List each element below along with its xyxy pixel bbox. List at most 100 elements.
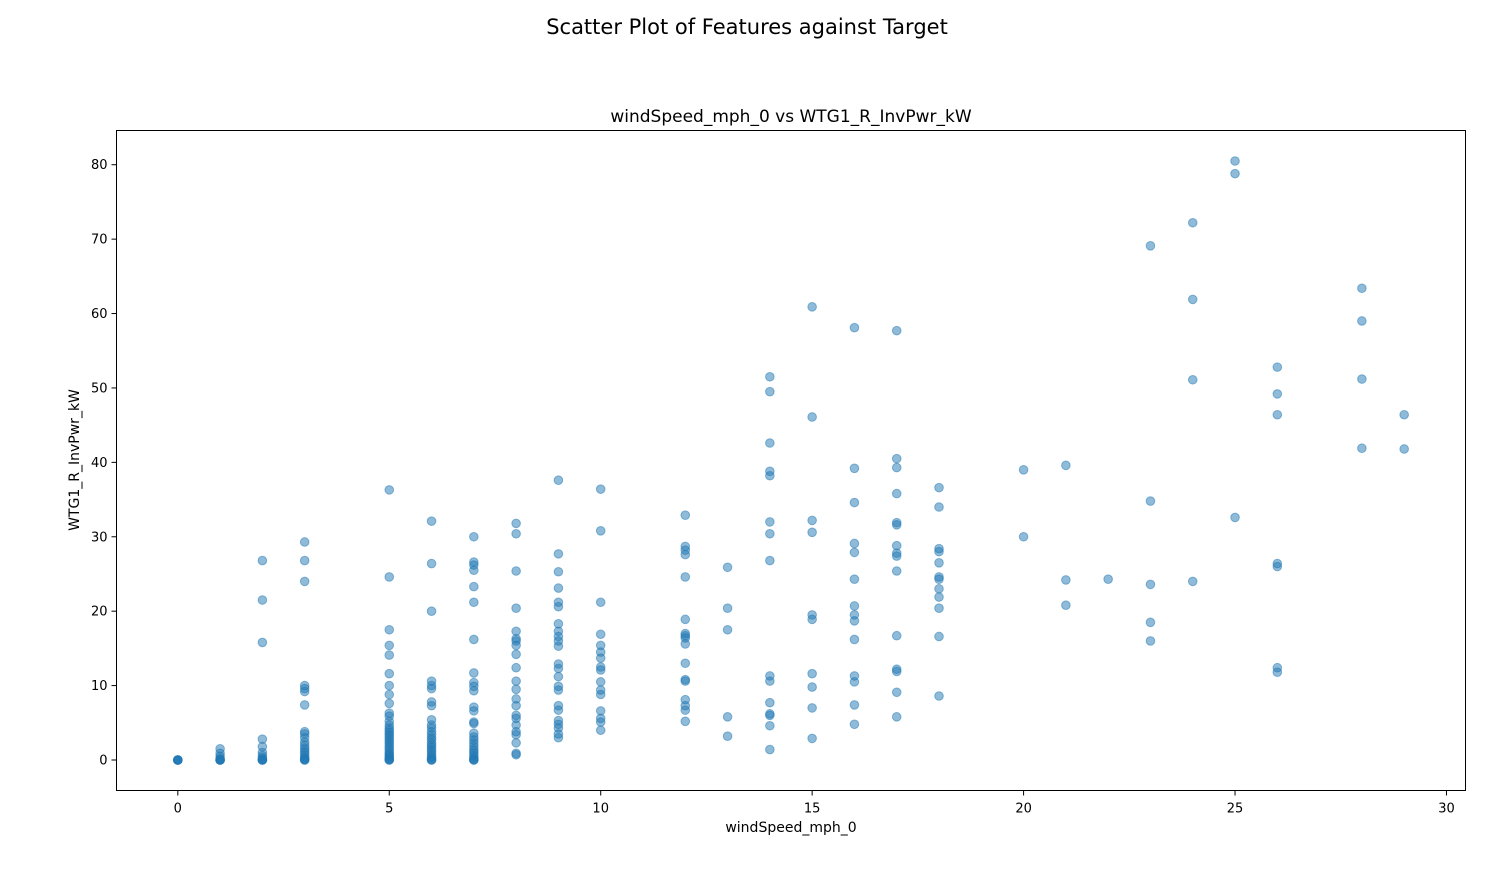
y-axis: 0 10 20 30 40 50 60 70 80 (91, 158, 117, 768)
scatter-point (511, 694, 521, 704)
scatter-point (299, 726, 310, 737)
scatter-point (299, 555, 310, 566)
scatter-point (384, 624, 395, 635)
scatter-point (384, 650, 395, 660)
y-tick-label: 80 (91, 158, 108, 173)
scatter-point (1018, 465, 1029, 475)
scatter-point (934, 603, 944, 614)
scatter-point (1272, 362, 1283, 372)
scatter-point (469, 634, 479, 645)
scatter-point (511, 662, 521, 673)
y-tick-label: 60 (91, 307, 108, 322)
scatter-point (722, 624, 733, 635)
scatter-point (384, 572, 395, 582)
scatter-point (680, 694, 691, 705)
scatter-point (553, 659, 564, 669)
scatter-point (384, 680, 395, 691)
scatter-point (765, 671, 775, 681)
scatter-point (1272, 558, 1283, 569)
scatter-point (849, 497, 860, 508)
scatter-point (891, 462, 902, 473)
scatter-point (765, 517, 775, 527)
scatter-point (595, 484, 606, 494)
scatter-point (680, 716, 691, 727)
scatter-point (807, 610, 817, 620)
scatter-point (595, 640, 606, 651)
scatter-point (1061, 575, 1071, 585)
scatter-point (807, 668, 817, 679)
scatter-point (680, 658, 691, 669)
scatter-point (511, 710, 521, 721)
scatter-point (553, 700, 564, 711)
y-tick-label: 50 (91, 381, 108, 396)
scatter-point (849, 719, 860, 730)
scatter-point (553, 475, 564, 486)
scatter-point (849, 610, 860, 620)
x-tick-label: 10 (592, 802, 609, 817)
scatter-point (765, 371, 775, 382)
scatter-point (595, 662, 606, 672)
scatter-point (891, 664, 902, 675)
scatter-point (511, 748, 521, 759)
scatter-point (299, 576, 310, 587)
scatter-point (215, 744, 225, 754)
scatter-point (934, 543, 944, 554)
scatter-point (849, 322, 860, 333)
scatter-point (680, 541, 691, 552)
scatter-point (765, 528, 775, 539)
scatter-point (469, 717, 479, 727)
scatter-point (849, 574, 860, 584)
scatter-point (1145, 636, 1156, 646)
x-axis: 0 5 10 15 20 25 30 (174, 790, 1455, 817)
scatter-point (469, 668, 479, 678)
scatter-point (257, 734, 268, 744)
points-layer (173, 156, 1409, 765)
scatter-point (722, 712, 733, 722)
scatter-point (934, 558, 944, 568)
scatter-point (257, 637, 268, 648)
scatter-point (765, 744, 775, 755)
scatter-point (891, 712, 902, 722)
scatter-point (511, 603, 521, 614)
scatter-point (595, 526, 606, 536)
scatter-point (1272, 389, 1283, 399)
scatter-point (1145, 496, 1156, 506)
scatter-point (765, 697, 775, 708)
scatter-point (426, 558, 437, 569)
scatter-point (257, 595, 268, 605)
scatter-point (1230, 512, 1240, 523)
scatter-point (1145, 579, 1156, 590)
scatter-point (1272, 662, 1283, 673)
scatter-point (1399, 409, 1409, 420)
scatter-point (384, 640, 395, 651)
x-tick-label: 5 (385, 802, 393, 817)
scatter-point (553, 566, 564, 577)
scatter-point (849, 700, 860, 710)
scatter-point (722, 731, 733, 741)
x-tick-label: 30 (1438, 802, 1455, 817)
scatter-point (1272, 409, 1283, 420)
scatter-point (807, 733, 817, 744)
scatter-point (1399, 444, 1409, 454)
scatter-point (553, 671, 564, 682)
scatter-point (469, 581, 479, 592)
y-tick-label: 10 (91, 679, 108, 694)
scatter-point (807, 682, 817, 692)
scatter-point (1187, 374, 1198, 385)
scatter-point (595, 677, 606, 687)
scatter-point (553, 715, 564, 726)
scatter-point (1230, 156, 1240, 166)
scatter-point (469, 531, 479, 542)
y-tick-label: 30 (91, 530, 108, 545)
scatter-point (469, 728, 479, 739)
scatter-point (299, 680, 310, 691)
scatter-point (891, 630, 902, 641)
scatter-point (849, 601, 860, 611)
scatter-point (934, 502, 944, 512)
scatter-point (299, 700, 310, 710)
scatter-point (1061, 460, 1071, 471)
scatter-point (511, 528, 521, 539)
scatter-point (807, 412, 817, 422)
scatter-point (1357, 443, 1367, 454)
